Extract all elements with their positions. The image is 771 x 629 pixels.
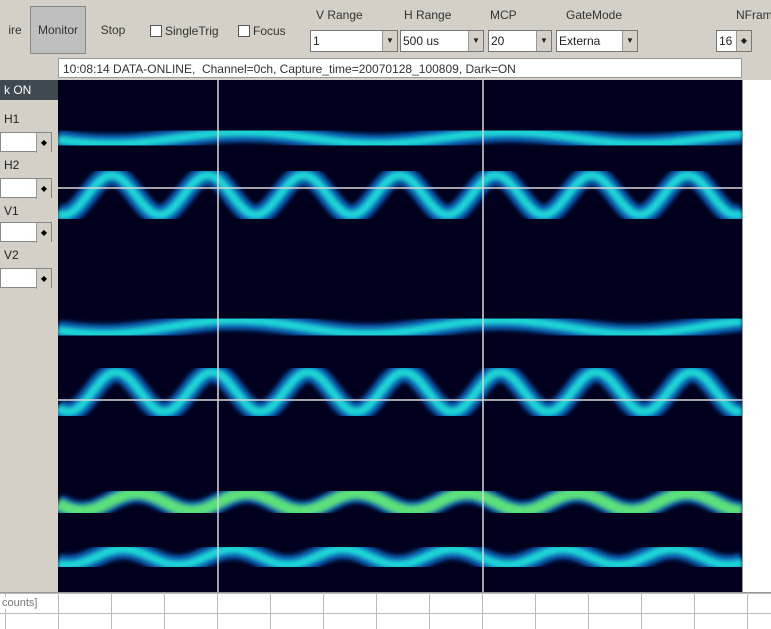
nframe-spinbox[interactable]: 16 ◆ (716, 30, 752, 52)
dropdown-arrow: ▼ (536, 31, 551, 51)
checkbox-label: SingleTrig (165, 24, 219, 38)
side-header: k ON (0, 80, 58, 100)
group-label: MCP (490, 8, 517, 22)
spin-arrows: ◆ (36, 133, 51, 153)
dropdown-value: Externa (559, 34, 600, 48)
v-range-dropdown[interactable]: 1▼ (310, 30, 398, 52)
cursor-spinbox[interactable]: ◆ (0, 132, 52, 152)
stop-button[interactable]: Stop (88, 6, 138, 54)
dropdown-arrow: ▼ (382, 31, 397, 51)
spinbox-value: 16 (719, 34, 732, 48)
status-bar: 10:08:14 DATA-ONLINE, Channel=0ch, Captu… (58, 58, 742, 78)
right-profile (742, 80, 771, 592)
cursor-label: H2 (4, 158, 19, 172)
singletrig-checkbox[interactable]: SingleTrig (150, 24, 219, 38)
profile-panel: counts] (0, 592, 771, 629)
cursor-label: H1 (4, 112, 19, 126)
cursor-spinbox[interactable]: ◆ (0, 268, 52, 288)
streak-image (58, 80, 742, 592)
spin-arrows: ◆ (36, 179, 51, 199)
checkbox-box (238, 25, 250, 37)
cursor-spinbox[interactable]: ◆ (0, 222, 52, 242)
group-label: GateMode (566, 8, 622, 22)
spin-arrows: ◆ (736, 31, 751, 51)
mcp-dropdown[interactable]: 20 ▼ (488, 30, 552, 52)
cursor-label: V1 (4, 204, 19, 218)
gatemode-dropdown[interactable]: Externa ▼ (556, 30, 638, 52)
cursor-spinbox[interactable]: ◆ (0, 178, 52, 198)
dropdown-arrow: ▼ (468, 31, 483, 51)
group-label: H Range (404, 8, 451, 22)
app-window: ire Monitor Stop SingleTrig Focus V Rang… (0, 0, 771, 629)
cursor-label: V2 (4, 248, 19, 262)
focus-checkbox[interactable]: Focus (238, 24, 286, 38)
axis-unit: counts] (2, 597, 37, 609)
checkbox-label: Focus (253, 24, 286, 38)
dropdown-value: 500 us (403, 34, 439, 48)
checkbox-box (150, 25, 162, 37)
acquire-button[interactable]: ire (0, 6, 30, 54)
group-label: V Range (316, 8, 363, 22)
dropdown-arrow: ▼ (622, 31, 637, 51)
group-label: NFram (736, 8, 771, 22)
dropdown-value: 1 (313, 34, 320, 48)
monitor-button[interactable]: Monitor (30, 6, 86, 54)
side-panel: k ON H1 ◆ H2 ◆ V1 ◆ V2 ◆ (0, 80, 58, 592)
h-range-dropdown[interactable]: 500 us ▼ (400, 30, 484, 52)
spin-arrows: ◆ (36, 223, 51, 243)
dropdown-value: 20 (491, 34, 504, 48)
spin-arrows: ◆ (36, 269, 51, 289)
